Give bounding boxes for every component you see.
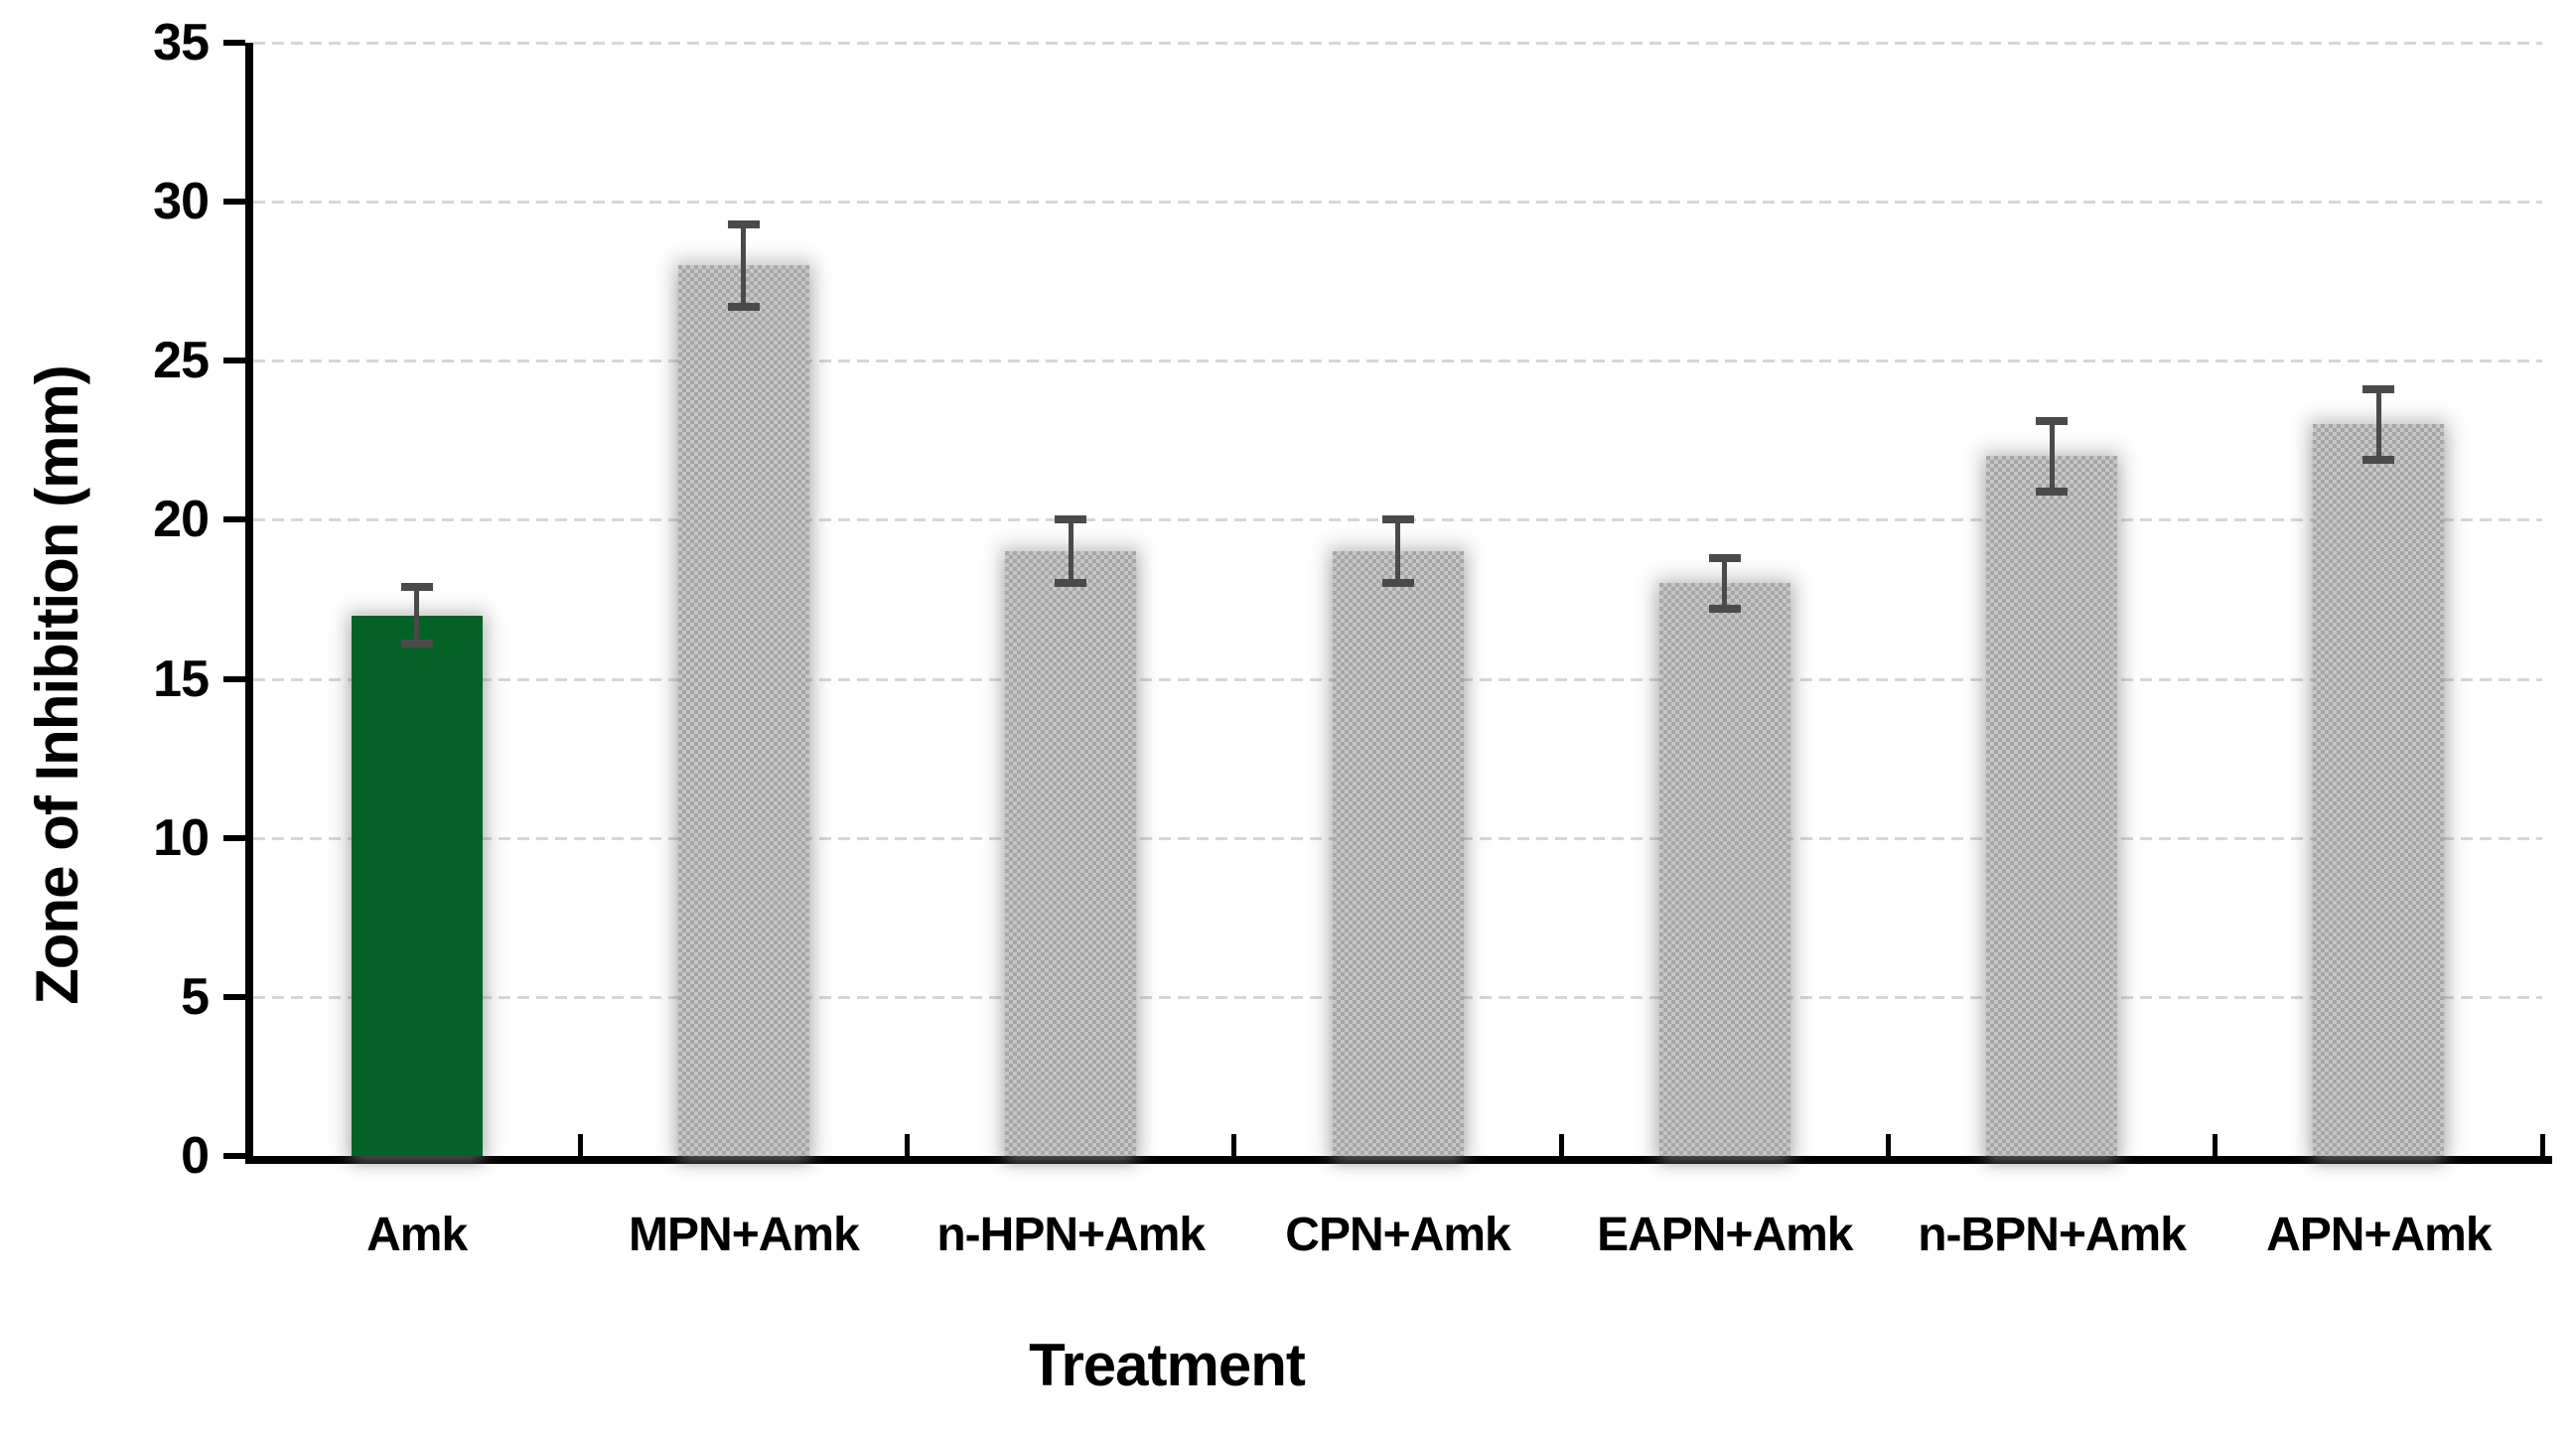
- error-bar-cap-top: [1381, 515, 1414, 524]
- error-bar: [1395, 519, 1400, 584]
- error-bar-cap-bottom: [1381, 579, 1414, 588]
- error-bar: [2049, 421, 2055, 492]
- y-axis-tick: [223, 358, 245, 364]
- y-tick-label: 5: [181, 967, 210, 1026]
- y-axis-tick: [223, 834, 245, 841]
- y-axis-line: [245, 43, 253, 1164]
- category-label: Amk: [366, 1209, 468, 1261]
- y-tick-label: 10: [153, 808, 210, 867]
- category-label: CPN+Amk: [1285, 1209, 1510, 1261]
- bar: [1986, 456, 2118, 1156]
- y-axis-tick: [223, 199, 245, 206]
- x-axis-boundary-tick: [905, 1134, 911, 1156]
- error-bar-cap-top: [1708, 553, 1741, 562]
- gridline: [253, 360, 2542, 363]
- y-tick-label: 35: [153, 14, 210, 72]
- category-label: n-HPN+Amk: [936, 1209, 1206, 1261]
- bar: [2313, 424, 2445, 1156]
- error-bar: [414, 586, 420, 645]
- error-bar-cap-bottom: [2036, 487, 2069, 496]
- gridline: [253, 42, 2542, 45]
- bar: [1332, 551, 1464, 1156]
- category-label: MPN+Amk: [629, 1209, 860, 1261]
- error-bar: [1068, 519, 1073, 584]
- category-label: APN+Amk: [2266, 1209, 2492, 1261]
- error-bar-cap-bottom: [2362, 455, 2395, 464]
- x-axis-boundary-tick: [2539, 1134, 2545, 1156]
- x-axis-boundary-tick: [577, 1134, 583, 1156]
- y-axis-tick: [223, 40, 245, 46]
- error-bar-cap-top: [2362, 385, 2395, 394]
- x-axis-boundary-tick: [2213, 1134, 2218, 1156]
- x-axis-boundary-tick: [1231, 1134, 1237, 1156]
- error-bar-cap-top: [400, 582, 433, 591]
- category-label: EAPN+Amk: [1597, 1209, 1853, 1261]
- x-axis-title: Treatment: [1029, 1332, 1306, 1398]
- x-axis-boundary-tick: [1885, 1134, 1891, 1156]
- error-bar: [741, 223, 747, 307]
- error-bar: [2375, 389, 2381, 460]
- category-label: n-BPN+Amk: [1918, 1209, 2187, 1261]
- x-axis-boundary-tick: [1558, 1134, 1564, 1156]
- error-bar-cap-bottom: [400, 640, 433, 648]
- bar: [677, 265, 809, 1156]
- y-tick-label: 25: [153, 332, 210, 390]
- y-tick-label: 30: [153, 173, 210, 231]
- y-axis-tick: [223, 675, 245, 682]
- bar: [1658, 583, 1790, 1156]
- y-axis-tick: [223, 993, 245, 1000]
- bar: [1005, 551, 1137, 1156]
- x-axis-line: [245, 1156, 2552, 1164]
- error-bar-cap-top: [2036, 417, 2069, 426]
- error-bar-cap-top: [1055, 515, 1087, 524]
- error-bar-cap-top: [727, 219, 760, 228]
- bar: [351, 615, 483, 1156]
- error-bar: [1722, 557, 1728, 610]
- y-tick-label: 15: [153, 649, 210, 708]
- gridline: [253, 201, 2542, 205]
- y-tick-label: 0: [181, 1127, 210, 1185]
- y-axis-tick: [223, 1153, 245, 1159]
- y-tick-label: 20: [153, 491, 210, 549]
- error-bar-cap-bottom: [1708, 605, 1741, 614]
- error-bar-cap-bottom: [727, 302, 760, 311]
- error-bar-cap-bottom: [1055, 579, 1087, 588]
- y-axis-tick: [223, 516, 245, 523]
